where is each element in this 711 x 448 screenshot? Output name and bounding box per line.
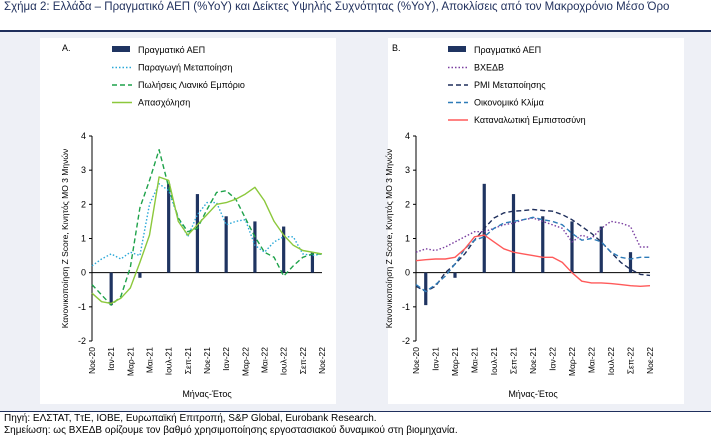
legend-label: ΒΧΕΔΒ	[474, 63, 504, 73]
series-line	[415, 234, 651, 288]
x-tick-label: Νοε-21	[528, 347, 538, 374]
series-line	[415, 216, 650, 293]
legend-swatch	[448, 46, 466, 52]
x-tick-label: Ιουλ-22	[606, 347, 616, 376]
y-tick-label: 4	[405, 131, 410, 141]
gdp-bar	[599, 226, 603, 273]
series-line	[91, 148, 322, 306]
y-tick-label: 0	[405, 268, 410, 278]
gdp-bar	[253, 221, 257, 273]
y-tick-label: -1	[78, 302, 86, 312]
x-tick-label: Νοε-20	[411, 347, 421, 374]
x-tick-label: Μαι-21	[470, 347, 480, 373]
legend: Πραγματικό ΑΕΠ ΒΧΕΔΒ PMI Μεταποίησης Οικονο…	[448, 45, 586, 125]
charts-svg: A. -2 -1 0 1 2 3 4 Νοε-20 Ιαν-21 Μαρ-21 Μαι-21 Ιουλ-…	[40, 38, 684, 404]
x-axis-title: Μήνας-Έτος	[508, 389, 558, 399]
panel-background	[40, 38, 336, 404]
x-tick-label: Ιαν-22	[548, 347, 558, 371]
y-tick-label: 2	[405, 199, 410, 209]
x-tick-label: Μαρ-21	[125, 347, 135, 376]
y-tick-label: 4	[81, 131, 86, 141]
x-tick-label: Νοε-20	[87, 347, 97, 374]
y-tick-label: 3	[81, 165, 86, 175]
gdp-bar	[453, 272, 457, 278]
legend-label: Πωλήσεις Λιανικό Εμπόριο	[138, 80, 245, 90]
legend-label: Οικονομικό Κλίμα	[474, 98, 544, 108]
x-tick-label: Μαρ-21	[450, 347, 460, 376]
x-tick-label: Νοε-22	[317, 347, 327, 374]
x-tick-label: Μαρ-22	[567, 347, 577, 376]
gdp-bar	[109, 272, 113, 306]
legend-label: Απασχόληση	[138, 98, 190, 108]
gdp-bar	[628, 252, 633, 273]
title-rule	[0, 30, 711, 32]
x-tick-label: Ιουλ-21	[164, 347, 174, 376]
legend-swatch	[112, 46, 130, 52]
y-tick-label: -2	[78, 336, 86, 346]
x-tick-label: Ιαν-21	[431, 347, 441, 371]
chart-panel-2: Β. -2 -1 0 1 2 3 4 Νοε-20 Ιαν-21 Μαρ-21 Μαι-21 Ιουλ-…	[384, 38, 684, 404]
figure-title: Σχήμα 2: Ελλάδα – Πραγματικό ΑΕΠ (%ΥοΥ) …	[4, 1, 670, 13]
gdp-bar	[282, 226, 286, 273]
x-tick-label: Ιουλ-21	[489, 347, 499, 376]
footer-rule	[0, 411, 711, 412]
x-tick-label: Σεπ-21	[509, 347, 519, 374]
gdp-bar	[138, 272, 142, 278]
gdp-bar	[167, 183, 171, 273]
x-tick-label: Μαι-22	[587, 347, 597, 373]
y-tick-label: -1	[402, 302, 410, 312]
legend-label: Πραγματικό ΑΕΠ	[474, 45, 541, 55]
legend-label: Πραγματικό ΑΕΠ	[138, 45, 205, 55]
panel-background	[388, 38, 684, 404]
figure-area: A. -2 -1 0 1 2 3 4 Νοε-20 Ιαν-21 Μαρ-21 Μαι-21 Ιουλ-…	[0, 32, 711, 411]
source-note: Πηγή: ΕΛΣΤΑΤ, ΤτΕ, ΙΟΒΕ, Ευρωπαϊκή Επιτρ…	[4, 413, 377, 424]
gdp-bar	[541, 216, 545, 273]
x-tick-label: Νοε-22	[645, 347, 655, 374]
y-tick-label: 0	[81, 268, 86, 278]
y-axis-title: Κανονικοποίηση Z Score, Κινητός ΜΟ 3 Μην…	[60, 149, 70, 328]
x-tick-label: Ιαν-21	[106, 347, 116, 371]
x-tick-label: Μαρ-22	[240, 347, 250, 376]
definition-note: Σημείωση: ως ΒΧΕΔΒ ορίζουμε τον βαθμό χρ…	[4, 425, 458, 436]
y-tick-label: -2	[402, 336, 410, 346]
series-line	[91, 183, 323, 267]
x-tick-label: Σεπ-22	[298, 347, 308, 374]
gdp-bar	[224, 216, 228, 273]
panel-label: A.	[62, 43, 71, 53]
footer: Πηγή: ΕΛΣΤΑΤ, ΤτΕ, ΙΟΒΕ, Ευρωπαϊκή Επιτρ…	[4, 413, 709, 437]
legend-label: Παραγωγή Μεταποίηση	[138, 63, 232, 73]
legend-label: Καταναλωτική Εμπιστοσύνη	[474, 115, 586, 125]
y-tick-label: 1	[405, 234, 410, 244]
x-axis-title: Μήνας-Έτος	[182, 389, 232, 399]
x-tick-label: Σεπ-21	[183, 347, 193, 374]
x-tick-label: Νοε-21	[202, 347, 212, 374]
panel-label: Β.	[392, 43, 401, 53]
y-tick-label: 1	[81, 234, 86, 244]
x-tick-label: Ιαν-22	[221, 347, 231, 371]
gdp-bar	[195, 194, 200, 273]
legend: Πραγματικό ΑΕΠ Παραγωγή Μεταποίηση Πωλήσει…	[112, 45, 245, 108]
y-axis-title: Κανονικοποίηση Z Score, Κινητός ΜΟ 3 Μην…	[384, 149, 394, 328]
chart-panel-1: A. -2 -1 0 1 2 3 4 Νοε-20 Ιαν-21 Μαρ-21 Μαι-21 Ιουλ-…	[40, 38, 336, 404]
y-tick-label: 3	[405, 165, 410, 175]
x-tick-label: Σεπ-22	[626, 347, 636, 374]
gdp-bar	[424, 272, 428, 306]
series-line	[91, 176, 323, 305]
gdp-bar	[570, 221, 574, 273]
x-tick-label: Ιουλ-22	[279, 347, 289, 376]
gdp-bar	[511, 194, 516, 273]
legend-label: PMI Μεταποίησης	[474, 80, 546, 90]
x-tick-label: Μαι-21	[145, 347, 155, 373]
x-tick-label: Μαι-22	[260, 347, 270, 373]
gdp-bar	[310, 252, 315, 273]
y-tick-label: 2	[81, 199, 86, 209]
